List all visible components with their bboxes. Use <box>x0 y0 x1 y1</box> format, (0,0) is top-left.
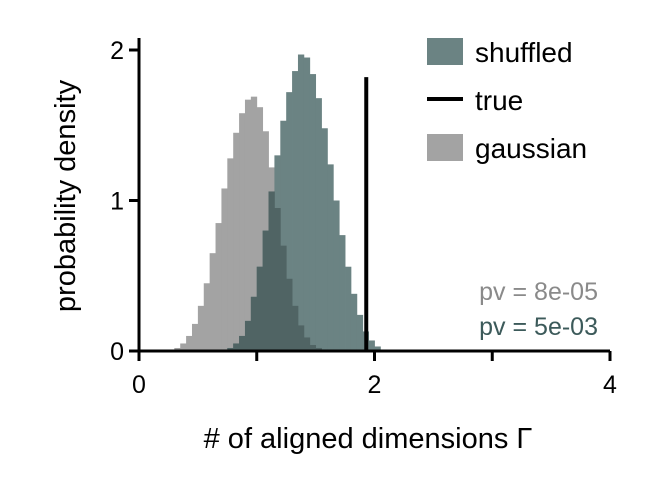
pvalue-shuffled: pv = 5e-03 <box>479 313 598 341</box>
shuffled-bar <box>339 235 346 351</box>
shuffled-bar <box>286 92 293 351</box>
legend-label-gaussian: gaussian <box>475 133 587 164</box>
overlap-bar <box>280 245 287 351</box>
gaussian-bar <box>174 347 181 351</box>
gaussian-bar <box>209 253 216 351</box>
gaussian-bar <box>244 99 252 351</box>
overlap-bar <box>297 325 305 351</box>
overlap-bar <box>303 337 311 351</box>
shuffled-bar <box>315 98 322 351</box>
overlap-bar <box>268 191 275 351</box>
x-tick-label: 0 <box>132 371 146 399</box>
shuffled-bar <box>292 71 299 351</box>
gaussian-bar <box>250 96 258 351</box>
overlap-bar <box>292 305 299 351</box>
x-axis-title: # of aligned dimensions Γ <box>204 423 533 455</box>
shuffled-bar <box>303 57 311 352</box>
overlap-bar <box>244 320 252 351</box>
y-tick-label: 2 <box>110 37 124 65</box>
overlap-bar <box>309 344 317 351</box>
gaussian-bar <box>215 223 222 351</box>
y-tick-label: 1 <box>110 188 124 216</box>
gaussian-bar <box>180 343 187 351</box>
legend-label-true: true <box>475 85 523 116</box>
legend-swatch-gaussian <box>427 134 463 161</box>
y-ticks: 0 1 2 <box>110 37 139 366</box>
gaussian-bar <box>227 158 234 351</box>
gaussian-bar <box>186 335 193 351</box>
gaussian-bar <box>239 113 246 352</box>
overlap-bar <box>227 347 234 351</box>
shuffled-bar <box>374 346 381 351</box>
shuffled-bar <box>280 120 287 351</box>
overlap-bar <box>286 278 293 351</box>
axes: 0 2 4 0 1 2 <box>110 37 617 399</box>
x-tick-label: 4 <box>603 371 617 399</box>
overlap-bar <box>274 208 281 351</box>
shuffled-bar <box>327 164 334 351</box>
legend-swatch-shuffled <box>427 38 463 65</box>
shuffled-bar <box>333 200 340 351</box>
legend: shuffled true gaussian <box>427 37 587 164</box>
shuffled-bar <box>309 74 317 351</box>
shuffled-bar <box>356 314 364 351</box>
y-tick-label: 0 <box>110 338 124 366</box>
overlap-bar <box>233 343 240 351</box>
shuffled-bar <box>345 266 352 351</box>
overlap-bar <box>262 230 269 351</box>
histogram-overlap <box>227 191 322 351</box>
pvalue-gaussian: pv = 8e-05 <box>479 278 598 306</box>
gaussian-bar <box>203 283 211 351</box>
gaussian-bar <box>221 188 228 351</box>
shuffled-bar <box>321 128 328 351</box>
shuffled-bar <box>297 54 305 351</box>
x-tick-label: 2 <box>368 371 382 399</box>
gaussian-bar <box>256 107 264 351</box>
overlap-bar <box>239 335 246 351</box>
y-axis-title: probability density <box>50 79 82 312</box>
shuffled-bar <box>350 293 358 351</box>
legend-label-shuffled: shuffled <box>475 37 573 68</box>
overlap-bar <box>256 266 264 351</box>
x-ticks: 0 2 4 <box>132 351 617 399</box>
gaussian-bar <box>197 305 205 351</box>
gaussian-bar <box>233 132 240 351</box>
gaussian-bar <box>191 323 199 351</box>
shuffled-bar <box>368 340 375 351</box>
overlap-bar <box>250 296 258 351</box>
overlap-bar <box>315 347 322 351</box>
